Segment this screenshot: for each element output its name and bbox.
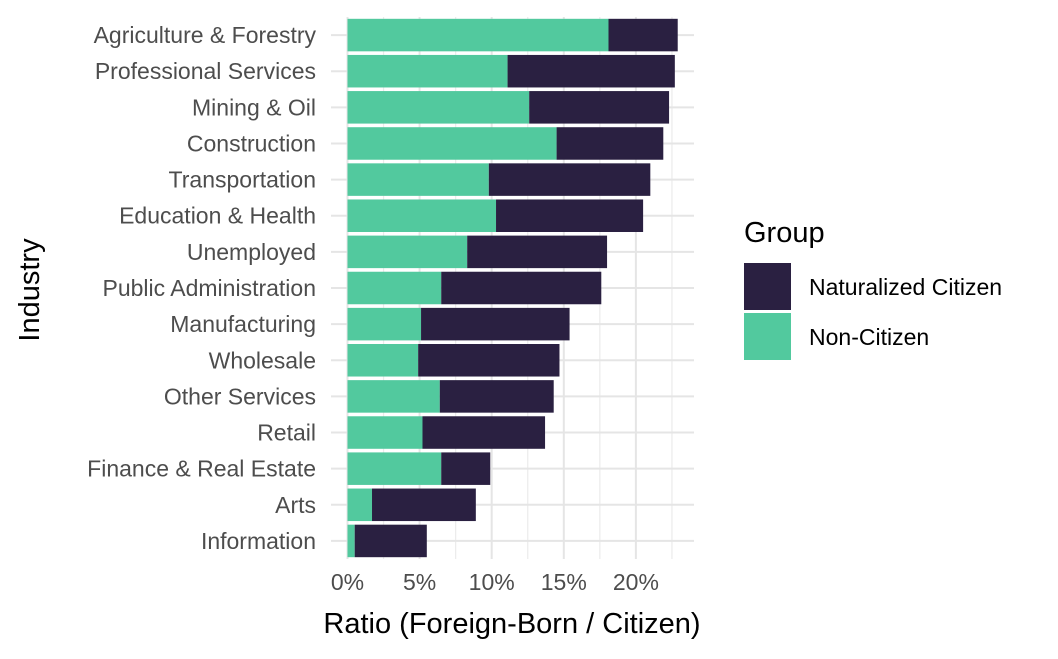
bar-non-citizen xyxy=(347,488,373,522)
x-axis-ticks: 0% 5% 10% 15% 20% xyxy=(331,569,659,595)
bar-non-citizen xyxy=(347,91,530,124)
bar-naturalized-citizen xyxy=(441,452,491,485)
y-tick-label: Public Administration xyxy=(103,275,317,301)
bar-naturalized-citizen xyxy=(441,271,602,305)
bar-naturalized-citizen xyxy=(439,380,554,413)
bar-non-citizen xyxy=(347,380,440,413)
bar-non-citizen xyxy=(347,307,422,341)
x-tick-label: 10% xyxy=(469,569,515,595)
y-tick-label: Wholesale xyxy=(209,347,316,373)
y-tick-label: Retail xyxy=(257,420,316,446)
bar-naturalized-citizen xyxy=(507,54,675,88)
legend-swatch xyxy=(744,263,791,310)
bar-naturalized-citizen xyxy=(467,235,608,269)
bar-non-citizen xyxy=(347,271,442,305)
y-tick-label: Finance & Real Estate xyxy=(87,456,316,482)
y-tick-label: Education & Health xyxy=(119,203,316,229)
y-tick-label: Professional Services xyxy=(95,58,316,84)
bar-non-citizen xyxy=(347,235,468,269)
y-tick-label: Transportation xyxy=(169,167,316,193)
bar-naturalized-citizen xyxy=(529,91,670,124)
x-axis-title: Ratio (Foreign-Born / Citizen) xyxy=(323,608,700,640)
bar-naturalized-citizen xyxy=(488,163,651,196)
x-tick-label: 0% xyxy=(331,569,364,595)
x-tick-label: 20% xyxy=(613,569,659,595)
bar-naturalized-citizen xyxy=(608,18,678,52)
bar-naturalized-citizen xyxy=(418,344,560,377)
bar-naturalized-citizen xyxy=(496,199,644,232)
bar-naturalized-citizen xyxy=(422,416,546,449)
bar-non-citizen xyxy=(347,163,489,196)
y-axis-title: Industry xyxy=(14,238,46,342)
bar-non-citizen xyxy=(347,416,423,449)
bar-naturalized-citizen xyxy=(421,307,570,341)
legend: Group Naturalized Citizen Non-Citizen xyxy=(744,217,1002,360)
x-tick-label: 5% xyxy=(403,569,436,595)
bar-non-citizen xyxy=(347,452,442,485)
bar-naturalized-citizen xyxy=(354,524,427,558)
y-tick-label: Other Services xyxy=(164,383,316,409)
legend-label: Naturalized Citizen xyxy=(809,274,1002,300)
legend-swatch xyxy=(744,313,791,360)
y-tick-label: Information xyxy=(201,528,316,554)
bar-non-citizen xyxy=(347,127,557,160)
y-axis-ticks: Agriculture & Forestry Professional Servi… xyxy=(87,22,316,554)
bar-non-citizen xyxy=(347,199,497,232)
bar-non-citizen xyxy=(347,344,419,377)
y-tick-label: Manufacturing xyxy=(170,311,316,337)
y-tick-label: Agriculture & Forestry xyxy=(94,22,317,48)
bar-non-citizen xyxy=(347,524,355,558)
bars xyxy=(347,18,678,558)
legend-label: Non-Citizen xyxy=(809,324,929,350)
bar-non-citizen xyxy=(347,18,609,52)
y-tick-label: Arts xyxy=(275,492,316,518)
bar-naturalized-citizen xyxy=(372,488,476,522)
bar-naturalized-citizen xyxy=(556,127,664,160)
bar-non-citizen xyxy=(347,54,508,88)
y-tick-label: Mining & Oil xyxy=(192,94,316,120)
y-tick-label: Unemployed xyxy=(187,239,316,265)
y-tick-label: Construction xyxy=(187,130,316,156)
x-tick-label: 15% xyxy=(541,569,587,595)
legend-title: Group xyxy=(744,217,825,249)
